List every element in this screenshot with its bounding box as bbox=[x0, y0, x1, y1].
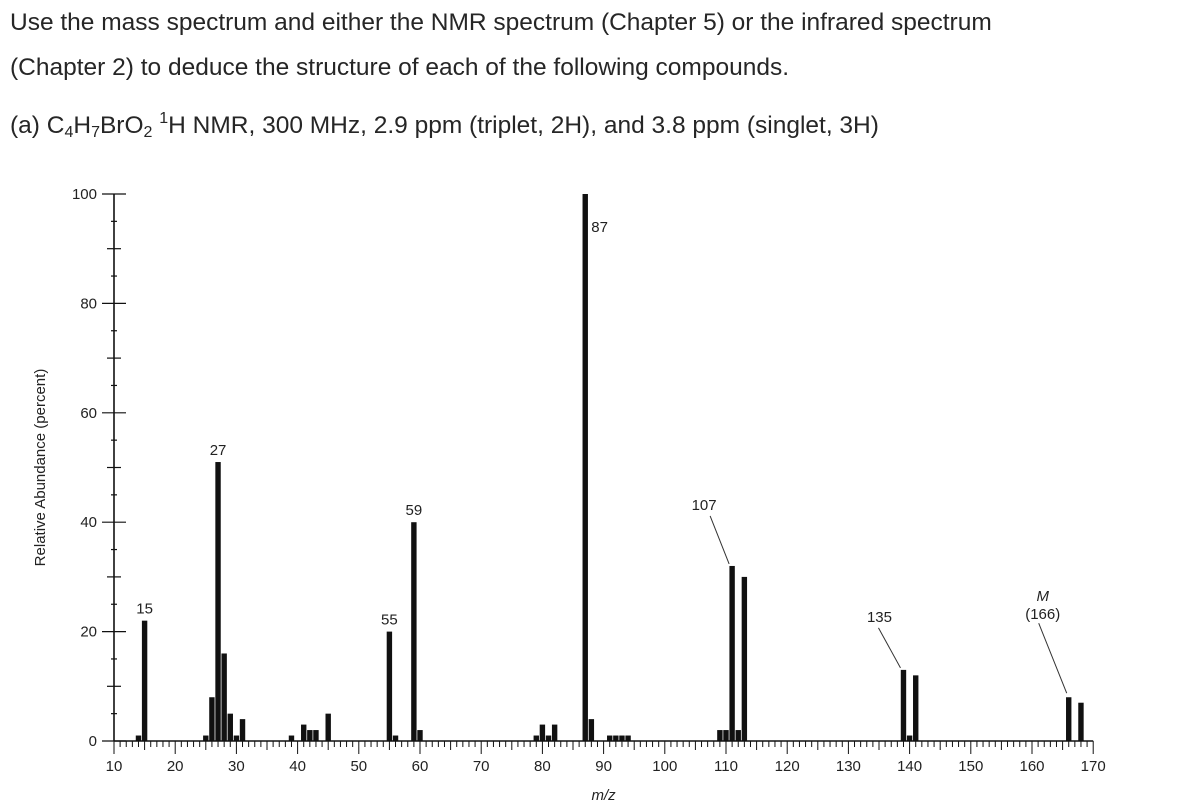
peak-bar bbox=[141, 620, 148, 741]
oxygen-count: 2 bbox=[143, 124, 153, 141]
peak-bar bbox=[227, 713, 233, 741]
x-tick-label: 60 bbox=[412, 758, 429, 775]
peak-bar bbox=[221, 653, 227, 741]
part-a-prompt: (a) C4H7BrO2 1H NMR, 300 MHz, 2.9 ppm (t… bbox=[10, 111, 879, 141]
x-tick-label: 80 bbox=[534, 758, 551, 775]
x-axis-title: m/z bbox=[592, 787, 617, 804]
peak-bar bbox=[533, 735, 539, 741]
peak-bar bbox=[411, 522, 417, 741]
y-tick-label: 20 bbox=[80, 624, 97, 641]
peak-bar bbox=[619, 735, 625, 741]
peak-bar bbox=[209, 697, 215, 741]
y-tick-label: 0 bbox=[89, 733, 97, 750]
peak-bar bbox=[215, 462, 221, 741]
peak-bar bbox=[392, 735, 399, 741]
peak-label: 59 bbox=[406, 502, 423, 519]
peak-bar bbox=[313, 730, 319, 741]
peak-bar bbox=[233, 735, 240, 741]
x-tick-label: 90 bbox=[595, 758, 612, 775]
peak-bar bbox=[1078, 702, 1084, 741]
peak-bar bbox=[288, 735, 295, 741]
peak-bar bbox=[551, 724, 558, 741]
molecular-ion-label: M bbox=[1036, 588, 1049, 605]
peak-label: 87 bbox=[591, 219, 608, 236]
x-tick-label: 40 bbox=[289, 758, 306, 775]
peak-bar bbox=[723, 730, 729, 741]
question-line-2: (Chapter 2) to deduce the structure of e… bbox=[10, 54, 790, 81]
question-line-1: Use the mass spectrum and either the NMR… bbox=[10, 9, 992, 36]
peak-bar bbox=[307, 730, 313, 741]
peak-bar bbox=[913, 675, 919, 741]
peak-bar bbox=[1066, 697, 1072, 741]
y-tick-label: 60 bbox=[80, 405, 97, 422]
peak-label: 27 bbox=[210, 442, 227, 459]
x-tick-label: 50 bbox=[350, 758, 367, 775]
nmr-superscript: 1 bbox=[159, 110, 169, 127]
x-tick-label: 30 bbox=[228, 758, 245, 775]
x-tick-label: 110 bbox=[714, 758, 738, 775]
peak-label: 15 bbox=[136, 601, 153, 618]
peak-bar bbox=[900, 669, 907, 741]
peak-bar bbox=[625, 735, 631, 741]
peak-bar bbox=[741, 576, 748, 741]
peak-label: 107 bbox=[692, 497, 717, 514]
peak-label: 135 bbox=[867, 609, 892, 626]
nmr-details: H NMR, 300 MHz, 2.9 ppm (triplet, 2H), a… bbox=[168, 112, 879, 139]
bromine-oxygen-symbol: BrO bbox=[99, 112, 144, 139]
peak-bar bbox=[239, 719, 246, 741]
carbon-count: 4 bbox=[64, 124, 74, 141]
peak-bar bbox=[613, 735, 619, 741]
hydrogen-symbol: H bbox=[73, 112, 92, 139]
x-tick-label: 20 bbox=[167, 758, 184, 775]
peak-bar bbox=[588, 719, 595, 741]
peak-label: 55 bbox=[381, 612, 398, 629]
annotation-leader-line bbox=[1038, 623, 1068, 694]
peak-bar bbox=[735, 730, 741, 741]
y-tick-label: 40 bbox=[80, 514, 97, 531]
peak-bar bbox=[717, 730, 723, 741]
peak-bar bbox=[906, 735, 913, 741]
hydrogen-count: 7 bbox=[91, 124, 100, 141]
peak-bar bbox=[545, 735, 552, 741]
peak-bar bbox=[729, 565, 735, 741]
peak-bar bbox=[607, 735, 613, 741]
x-tick-label: 140 bbox=[897, 758, 922, 775]
peak-bar bbox=[203, 735, 209, 741]
annotation-leader-line bbox=[709, 515, 730, 565]
peak-bar bbox=[582, 194, 588, 741]
peak-bar bbox=[417, 730, 423, 741]
part-a-prefix: (a) C bbox=[10, 112, 65, 139]
peak-bar bbox=[325, 713, 331, 741]
y-tick-label: 100 bbox=[72, 186, 97, 203]
peak-bar bbox=[301, 724, 307, 741]
peak-bar bbox=[386, 631, 393, 741]
peak-bar bbox=[135, 735, 142, 741]
y-axis-title: Relative Abundance (percent) bbox=[32, 369, 49, 567]
peak-bar bbox=[539, 724, 546, 741]
x-tick-label: 100 bbox=[652, 758, 677, 775]
x-tick-label: 160 bbox=[1019, 758, 1044, 775]
y-tick-label: 80 bbox=[80, 295, 97, 312]
x-tick-label: 170 bbox=[1081, 758, 1106, 775]
x-tick-label: 150 bbox=[958, 758, 983, 775]
x-tick-label: 130 bbox=[836, 758, 861, 775]
x-tick-label: 120 bbox=[775, 758, 800, 775]
molecular-ion-mass-label: (166) bbox=[1025, 606, 1060, 623]
annotation-leader-line bbox=[878, 627, 901, 669]
x-tick-label: 70 bbox=[473, 758, 490, 775]
x-tick-label: 10 bbox=[106, 758, 123, 775]
